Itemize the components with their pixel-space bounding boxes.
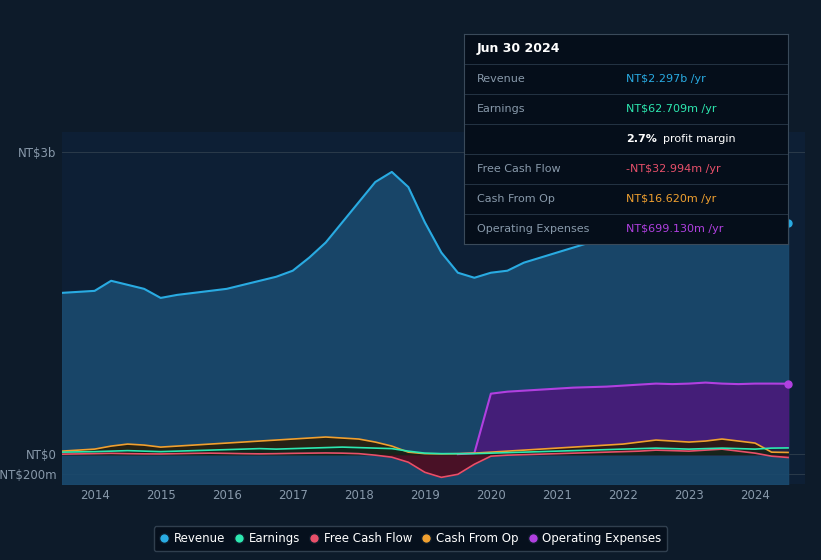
Text: Free Cash Flow: Free Cash Flow: [477, 164, 561, 174]
Text: Operating Expenses: Operating Expenses: [477, 223, 589, 234]
Point: [782, 379, 795, 388]
Text: Earnings: Earnings: [477, 104, 525, 114]
Text: profit margin: profit margin: [663, 134, 736, 143]
Legend: Revenue, Earnings, Free Cash Flow, Cash From Op, Operating Expenses: Revenue, Earnings, Free Cash Flow, Cash …: [154, 526, 667, 551]
Text: NT$2.297b /yr: NT$2.297b /yr: [626, 73, 706, 83]
Text: NT$699.130m /yr: NT$699.130m /yr: [626, 223, 723, 234]
Text: 2.7%: 2.7%: [626, 134, 657, 143]
Point: [782, 218, 795, 227]
Text: NT$16.620m /yr: NT$16.620m /yr: [626, 194, 716, 204]
Text: -NT$32.994m /yr: -NT$32.994m /yr: [626, 164, 721, 174]
Text: Cash From Op: Cash From Op: [477, 194, 555, 204]
Text: Jun 30 2024: Jun 30 2024: [477, 42, 561, 55]
Text: NT$62.709m /yr: NT$62.709m /yr: [626, 104, 717, 114]
Text: Revenue: Revenue: [477, 73, 525, 83]
